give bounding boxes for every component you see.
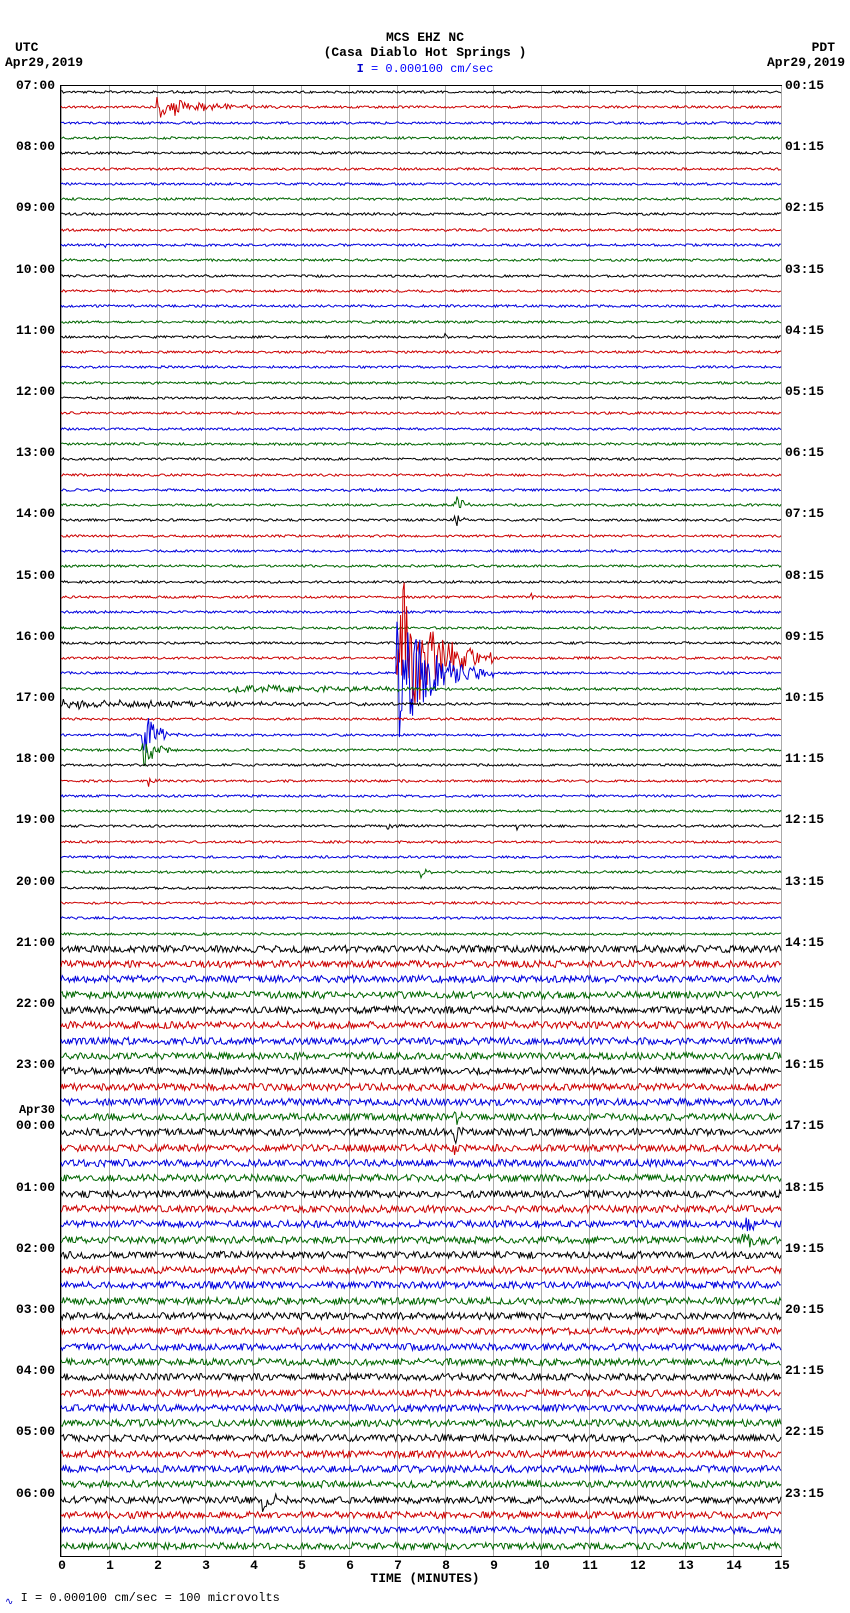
pdt-hour-label: 02:15 (785, 200, 824, 215)
utc-hour-label: 07:00 (16, 78, 55, 93)
utc-hour-label: 17:00 (16, 690, 55, 705)
pdt-hour-label: 05:15 (785, 384, 824, 399)
pdt-hour-label: 21:15 (785, 1363, 824, 1378)
utc-hour-label: 05:00 (16, 1424, 55, 1439)
footer-scale: ∿ I = 0.000100 cm/sec = 100 microvolts (5, 1591, 280, 1608)
x-tick-label: 1 (100, 1558, 120, 1573)
pdt-hour-label: 03:15 (785, 262, 824, 277)
utc-hour-label: 04:00 (16, 1363, 55, 1378)
day-break-label: Apr30 (19, 1103, 55, 1117)
utc-hour-label: 15:00 (16, 568, 55, 583)
utc-hour-label: 12:00 (16, 384, 55, 399)
pdt-hour-label: 11:15 (785, 751, 824, 766)
pdt-hour-label: 14:15 (785, 935, 824, 950)
x-tick-label: 6 (340, 1558, 360, 1573)
x-tick-label: 0 (52, 1558, 72, 1573)
x-tick-label: 8 (436, 1558, 456, 1573)
utc-hour-label: 08:00 (16, 139, 55, 154)
pdt-hour-label: 17:15 (785, 1118, 824, 1133)
utc-hour-label: 03:00 (16, 1302, 55, 1317)
utc-hour-label: 10:00 (16, 262, 55, 277)
pdt-hour-label: 13:15 (785, 874, 824, 889)
utc-hour-label: 16:00 (16, 629, 55, 644)
x-tick-label: 2 (148, 1558, 168, 1573)
utc-hour-label: 14:00 (16, 506, 55, 521)
utc-hour-label: 00:00 (16, 1118, 55, 1133)
gridline-v (781, 86, 782, 1556)
x-tick-label: 14 (724, 1558, 744, 1573)
pdt-hour-label: 20:15 (785, 1302, 824, 1317)
pdt-hour-label: 10:15 (785, 690, 824, 705)
utc-hour-label: 11:00 (16, 323, 55, 338)
x-tick-label: 4 (244, 1558, 264, 1573)
pdt-hour-label: 00:15 (785, 78, 824, 93)
pdt-hour-label: 07:15 (785, 506, 824, 521)
utc-hour-label: 19:00 (16, 812, 55, 827)
pdt-hour-label: 01:15 (785, 139, 824, 154)
pdt-hour-label: 18:15 (785, 1180, 824, 1195)
pdt-hour-label: 22:15 (785, 1424, 824, 1439)
pdt-hour-label: 19:15 (785, 1241, 824, 1256)
x-tick-label: 12 (628, 1558, 648, 1573)
utc-hour-label: 20:00 (16, 874, 55, 889)
utc-hour-label: 22:00 (16, 996, 55, 1011)
pdt-hour-label: 12:15 (785, 812, 824, 827)
utc-hour-label: 23:00 (16, 1057, 55, 1072)
x-tick-label: 10 (532, 1558, 552, 1573)
seismogram-container: UTC Apr29,2019 PDT Apr29,2019 MCS EHZ NC… (0, 0, 850, 1613)
utc-hour-label: 18:00 (16, 751, 55, 766)
pdt-hour-label: 09:15 (785, 629, 824, 644)
utc-hour-label: 06:00 (16, 1486, 55, 1501)
pdt-hour-label: 23:15 (785, 1486, 824, 1501)
x-tick-label: 9 (484, 1558, 504, 1573)
pdt-hour-label: 04:15 (785, 323, 824, 338)
pdt-hour-label: 06:15 (785, 445, 824, 460)
x-tick-label: 11 (580, 1558, 600, 1573)
station-location: (Casa Diablo Hot Springs ) (0, 45, 850, 60)
utc-hour-label: 02:00 (16, 1241, 55, 1256)
x-tick-label: 3 (196, 1558, 216, 1573)
pdt-hour-label: 16:15 (785, 1057, 824, 1072)
x-axis-title: TIME (MINUTES) (0, 1571, 850, 1586)
pdt-hour-label: 08:15 (785, 568, 824, 583)
x-tick-label: 13 (676, 1558, 696, 1573)
x-tick-label: 7 (388, 1558, 408, 1573)
utc-hour-label: 01:00 (16, 1180, 55, 1195)
x-tick-label: 15 (772, 1558, 792, 1573)
seismic-trace (61, 1516, 781, 1576)
utc-hour-label: 21:00 (16, 935, 55, 950)
utc-hour-label: 13:00 (16, 445, 55, 460)
station-title: MCS EHZ NC (0, 30, 850, 45)
utc-hour-label: 09:00 (16, 200, 55, 215)
pdt-hour-label: 15:15 (785, 996, 824, 1011)
x-tick-label: 5 (292, 1558, 312, 1573)
seismogram-plot (60, 85, 782, 1557)
